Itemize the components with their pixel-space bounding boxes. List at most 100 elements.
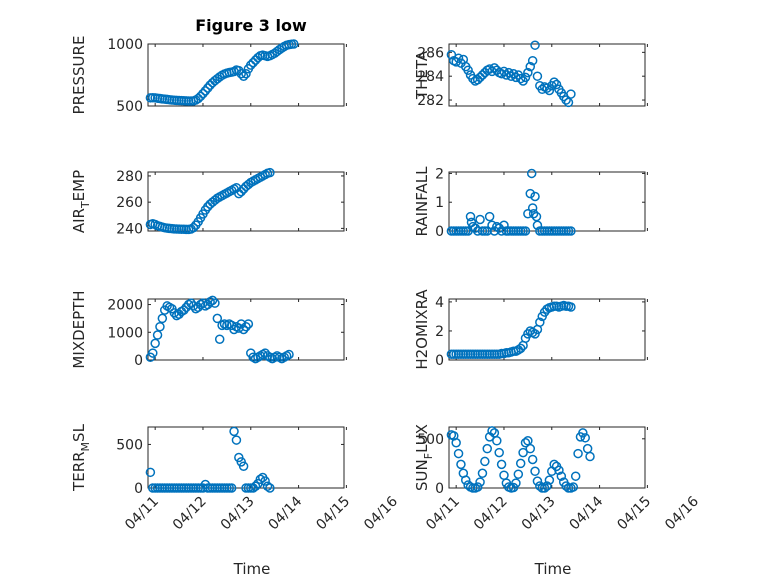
data-point xyxy=(179,305,189,315)
y-tick-label: 500 xyxy=(417,432,444,448)
data-point xyxy=(236,186,246,197)
data-point xyxy=(463,65,473,75)
data-point xyxy=(155,321,165,332)
data-point xyxy=(526,168,537,179)
y-tick-label: 1 xyxy=(435,195,444,211)
data-point xyxy=(453,448,464,459)
data-point xyxy=(446,49,457,60)
data-point xyxy=(207,295,218,306)
data-point xyxy=(250,481,261,492)
data-point xyxy=(248,57,258,68)
data-point xyxy=(238,461,249,471)
y-tick-label: 500 xyxy=(116,437,143,453)
data-point xyxy=(539,483,550,493)
data-point xyxy=(284,349,294,360)
data-point xyxy=(482,226,492,236)
data-point xyxy=(255,474,266,485)
data-point xyxy=(494,447,504,458)
data-point xyxy=(241,321,251,332)
data-point xyxy=(472,75,483,85)
axes-frame xyxy=(147,426,345,489)
data-point xyxy=(475,72,485,83)
y-axis-label: H2OMIXRA xyxy=(413,289,431,370)
data-point xyxy=(544,85,555,96)
data-point xyxy=(520,72,531,83)
data-point xyxy=(551,79,562,90)
data-point xyxy=(513,469,524,479)
data-point xyxy=(585,451,595,462)
data-point xyxy=(148,348,158,358)
y-tick-label: 284 xyxy=(417,69,444,85)
y-axis-label: SUNFLUX xyxy=(413,424,435,491)
data-point xyxy=(188,222,199,233)
y-axis-label: PRESSURE xyxy=(70,36,88,115)
subplot-5: 0 1000 2000 MIXDEPTH xyxy=(70,290,347,369)
data-point xyxy=(210,298,220,308)
data-point xyxy=(580,433,590,443)
data-point xyxy=(568,482,579,492)
data-point xyxy=(489,63,500,73)
data-point xyxy=(212,313,223,324)
data-point xyxy=(530,466,540,477)
data-point xyxy=(260,476,270,486)
data-point xyxy=(229,324,239,335)
data-point xyxy=(456,459,466,470)
y-axis-label: THETA xyxy=(413,50,431,100)
y-axis-label: RAINFALL xyxy=(413,166,431,237)
data-point xyxy=(482,443,492,454)
data-point xyxy=(145,467,156,478)
y-tick-label: 280 xyxy=(116,169,143,185)
data-point xyxy=(530,40,540,50)
data-point xyxy=(511,72,521,83)
data-point xyxy=(453,53,464,64)
subplot-1: 500 1000 PRESSURE xyxy=(70,36,347,115)
data-point xyxy=(523,67,533,78)
axes-frame xyxy=(147,298,345,361)
data-point xyxy=(566,89,576,99)
data-point xyxy=(484,211,495,222)
data-point xyxy=(475,214,485,225)
y-tick-label: 4 xyxy=(435,295,444,311)
data-point xyxy=(566,302,576,312)
y-tick-label: 0 xyxy=(435,481,444,497)
data-point xyxy=(186,298,196,308)
y-axis-label: MIXDEPTH xyxy=(70,290,88,368)
y-tick-label: 1000 xyxy=(107,325,143,341)
data-point xyxy=(578,428,588,438)
data-point xyxy=(515,343,526,354)
x-axis-label: Time xyxy=(233,560,271,578)
data-point xyxy=(523,208,533,219)
data-point xyxy=(451,437,461,448)
data-point xyxy=(542,83,552,93)
data-point xyxy=(238,324,249,335)
data-point xyxy=(487,426,497,436)
data-point xyxy=(472,226,483,236)
y-tick-label: 2 xyxy=(435,166,444,182)
data-point xyxy=(532,220,543,230)
data-point xyxy=(499,220,509,230)
y-tick-label: 0 xyxy=(134,481,143,497)
data-point xyxy=(229,426,239,437)
data-point xyxy=(496,226,507,236)
data-point xyxy=(480,456,490,467)
data-point xyxy=(518,447,528,458)
y-tick-label: 240 xyxy=(116,221,143,237)
data-point xyxy=(262,481,273,492)
data-point xyxy=(525,443,536,454)
data-point xyxy=(238,71,249,81)
figure-title: Figure 3 low xyxy=(195,16,307,35)
data-point xyxy=(475,477,485,487)
data-point xyxy=(532,71,543,81)
data-point xyxy=(566,226,576,236)
data-point xyxy=(236,319,246,329)
data-point xyxy=(573,448,583,459)
data-point xyxy=(535,481,545,491)
data-point xyxy=(241,69,251,79)
y-tick-label: 500 xyxy=(116,99,143,115)
axes-frame xyxy=(147,43,345,107)
data-point xyxy=(544,475,555,485)
data-point xyxy=(527,203,538,213)
